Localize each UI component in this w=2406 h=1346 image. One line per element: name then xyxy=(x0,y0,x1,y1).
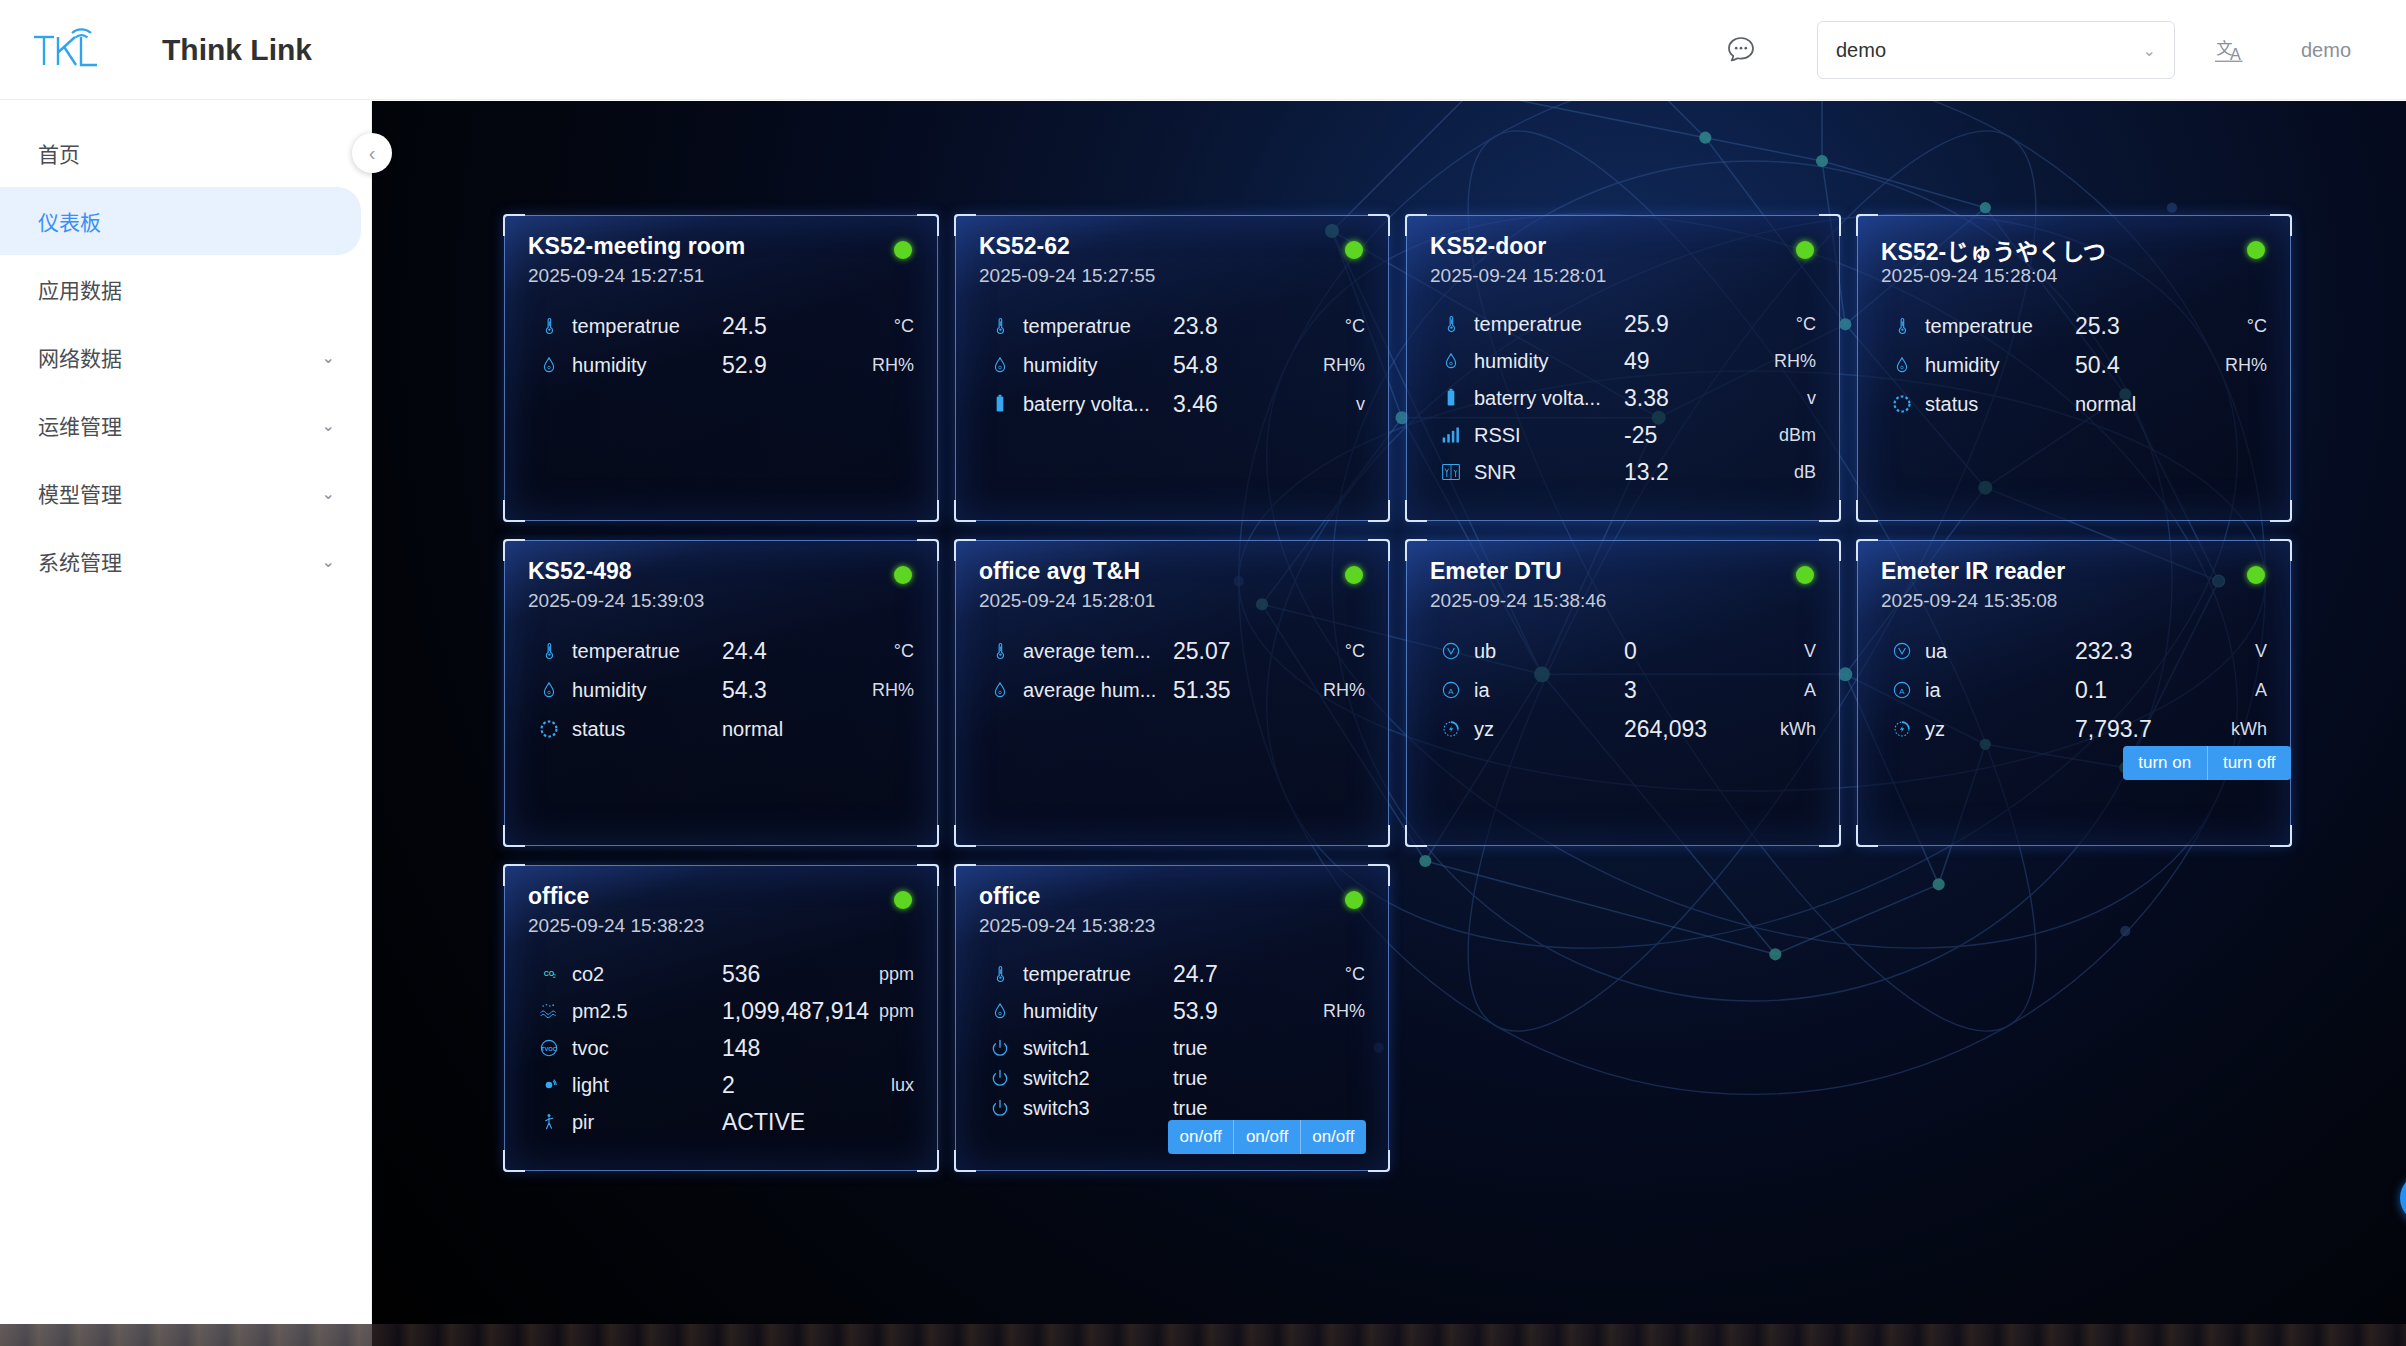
svg-text:A: A xyxy=(2230,45,2241,63)
